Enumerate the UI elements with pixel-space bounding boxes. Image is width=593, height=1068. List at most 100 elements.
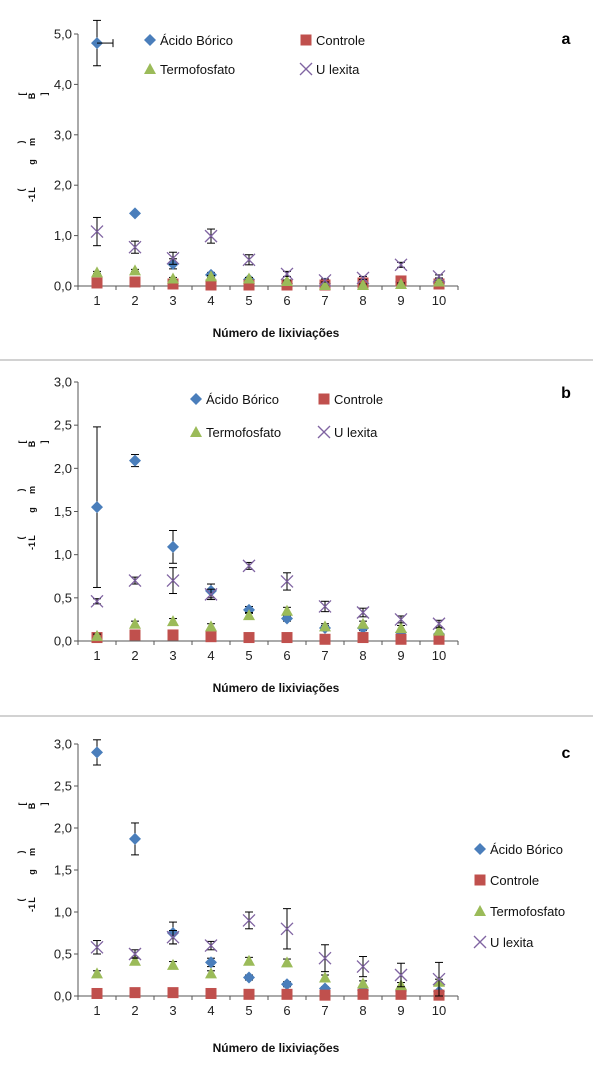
data-point-controle [243,988,255,1000]
data-point-controle [167,987,179,999]
y-tick-label: 4,0 [54,77,72,92]
y-tick-label: 0,5 [54,590,72,605]
x-tick-label: 7 [321,293,328,308]
y-tick-label: 1,0 [54,905,72,920]
data-point-termo [129,617,141,629]
legend-marker-controle [318,393,330,405]
legend-item-acido: Ácido Bórico [474,842,563,857]
data-point-controle [167,278,179,290]
chart-panel-a: 0,0 1,0 2,0 3,0 4,0 5,0 1 2 3 4 5 6 7 8 9 10 Número de l… [16,19,571,340]
x-tick-label: 6 [283,1003,290,1018]
data-point-termo [433,275,445,287]
data-point-ulexita [394,968,408,982]
y-axis-title-char: g [27,507,37,513]
legend-label: Ácido Bórico [160,33,233,48]
data-point-controle [91,277,103,289]
legend-marker-termo [474,905,486,916]
data-point-termo [91,266,103,278]
y-axis-title-char: -1 [27,904,37,912]
x-tick-label: 10 [432,648,446,663]
x-tick-label: 6 [283,293,290,308]
data-point-termo [243,954,255,966]
chart-panel-b: 0,0 0,5 1,0 1,5 2,0 2,5 3,0 1 2 3 4 5 6 7 8 9 10 Número d… [16,375,571,696]
series-termo [91,954,445,991]
data-point-termo [281,604,293,616]
data-point-acido [129,832,141,845]
legend-item-controle: Controle [474,873,539,888]
legend-label: Ácido Bórico [490,842,563,857]
y-axis-title-char: B [27,92,37,99]
legend-label: Termofosfato [490,904,565,919]
legend-label: U lexita [490,935,534,950]
data-point-acido [91,501,103,514]
data-point-ulexita [90,940,104,954]
y-tick-label: 1,5 [54,504,72,519]
y-axis-title-char: ( [16,189,26,192]
legend: Ácido Bórico Controle Termofosfato U lexita [190,392,383,440]
data-point-termo [167,615,179,627]
data-point-controle [205,279,217,291]
legend-label: Termofosfato [160,62,235,77]
data-point-controle [319,633,331,645]
data-point-controle [281,988,293,1000]
y-axis-title-char: ) [16,489,26,492]
x-tick-label: 3 [169,648,176,663]
legend-item-ulexita: U lexita [317,425,378,440]
x-tick-label: 4 [207,293,214,308]
panel-label: a [562,31,571,48]
series-termo [91,604,445,641]
y-axis-title-char: g [27,159,37,165]
data-point-termo [243,272,255,284]
data-point-termo [167,272,179,284]
y-axis-title: [B] (m g L-1) [16,802,49,912]
data-point-ulexita [242,559,256,573]
data-point-ulexita [204,229,218,243]
x-tick-label: 8 [359,648,366,663]
data-point-termo [357,617,369,629]
data-point-termo [129,264,141,276]
data-point-termo [319,971,331,983]
legend-label: Ácido Bórico [206,392,279,407]
data-point-ulexita [166,251,180,265]
data-point-ulexita [90,594,104,608]
data-point-termo [319,278,331,290]
data-point-acido [129,207,141,220]
data-point-acido [91,746,103,759]
y-tick-label: 3,0 [54,737,72,752]
x-tick-label: 9 [397,648,404,663]
x-tick-label: 10 [432,293,446,308]
y-tick-label: 3,0 [54,127,72,142]
legend-item-controle: Controle [318,392,383,407]
data-point-acido [129,454,141,467]
y-tick-label: 0,5 [54,947,72,962]
legend-label: Controle [316,33,365,48]
data-point-termo [91,629,103,641]
x-tick-label: 1 [93,648,100,663]
x-tick-label: 2 [131,1003,138,1018]
data-point-termo [91,967,103,979]
panel-label: b [561,385,571,402]
legend-label: Controle [490,873,539,888]
legend-label: U lexita [334,425,378,440]
data-point-controle [91,987,103,999]
x-tick-label: 4 [207,648,214,663]
data-point-ulexita [128,947,142,961]
legend-marker-controle [300,34,312,46]
data-point-acido [205,956,217,969]
data-point-controle [357,988,369,1000]
y-tick-label: 0,0 [54,989,72,1004]
data-point-ulexita [318,951,332,965]
series-ulexita [90,559,446,631]
data-point-ulexita [166,574,180,588]
data-point-termo [357,278,369,290]
x-tick-label: 5 [245,1003,252,1018]
data-point-controle [205,987,217,999]
y-axis-title-char: L [27,897,37,903]
data-point-termo [395,622,407,634]
data-point-acido [281,978,293,991]
legend: Ácido Bórico Controle Termofosfato U lexita [144,33,365,77]
y-axis-title-char: L [27,187,37,193]
x-tick-label: 5 [245,293,252,308]
x-tick-label: 10 [432,1003,446,1018]
